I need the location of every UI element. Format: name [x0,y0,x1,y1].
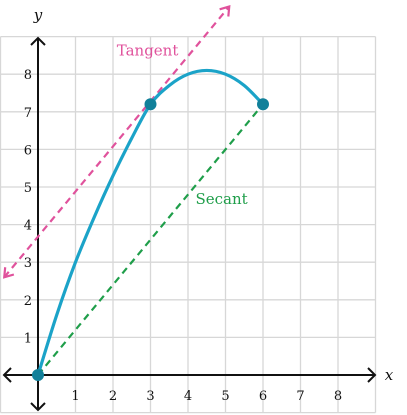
tangent-label: Tangent [117,41,179,59]
tangent-arrow-start [3,267,15,279]
x-tick-label: 7 [296,389,304,404]
axes [2,36,377,412]
x-axis-title: x [385,366,394,384]
y-tick-label: 6 [24,143,32,158]
points [32,98,269,381]
x-axis-arrow-left [2,367,12,383]
x-tick-label: 1 [71,389,79,404]
x-tick-label: 8 [334,389,342,404]
y-tick-label: 5 [24,181,32,196]
reference-lines [3,5,264,376]
tangent-arrow-end [219,5,231,17]
curve-point [144,98,157,111]
y-tick-label: 2 [24,294,32,309]
curve-point [257,98,269,111]
x-tick-label: 3 [146,389,154,404]
curve-point [32,369,44,381]
x-tick-label: 5 [221,389,229,404]
x-axis-arrow-right [367,367,377,383]
x-tick-label: 2 [109,389,117,404]
y-tick-label: 3 [24,256,32,271]
y-tick-label: 4 [24,219,32,234]
secant-label: Secant [196,190,248,208]
y-axis-arrow-down [30,402,46,412]
grid [0,35,377,414]
annotations: Tangent Secant [117,41,248,208]
y-axis-arrow-up [30,36,46,46]
tangent-line [3,5,231,278]
y-tick-label: 8 [24,68,32,83]
y-tick-label: 1 [24,331,32,346]
tick-labels: 1 2 3 4 5 6 7 8 1 2 3 4 5 6 7 8 x y [24,6,394,404]
secant-line [37,103,264,376]
x-tick-label: 6 [259,389,267,404]
y-tick-label: 7 [24,106,32,121]
x-tick-label: 4 [184,389,192,404]
y-axis-title: y [33,6,43,24]
